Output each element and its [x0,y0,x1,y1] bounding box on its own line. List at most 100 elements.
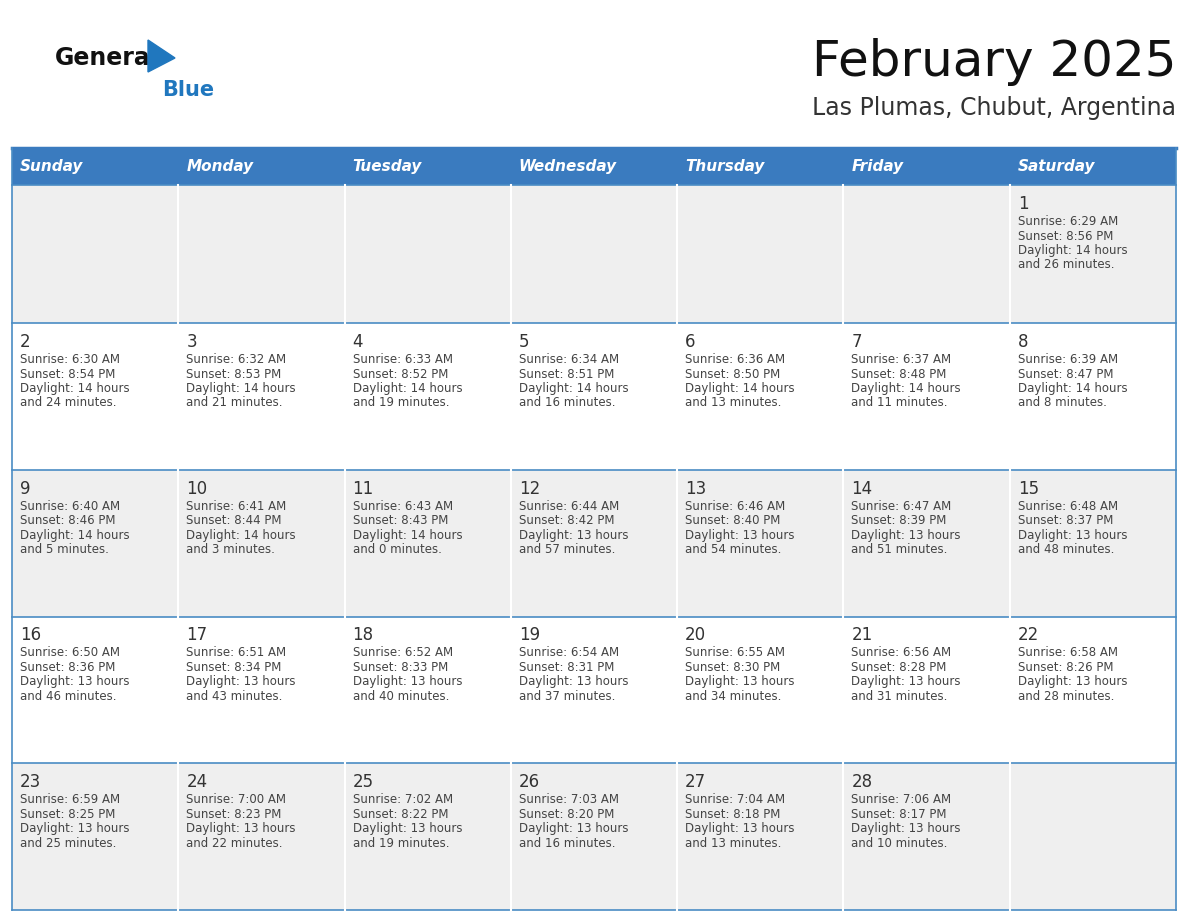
Text: and 10 minutes.: and 10 minutes. [852,836,948,850]
Text: and 16 minutes.: and 16 minutes. [519,836,615,850]
Text: Sunset: 8:46 PM: Sunset: 8:46 PM [20,514,115,527]
Text: Daylight: 13 hours: Daylight: 13 hours [187,676,296,688]
Bar [178,148,345,185]
Text: 5: 5 [519,333,530,351]
Text: Sunrise: 7:02 AM: Sunrise: 7:02 AM [353,793,453,806]
Text: Sunrise: 6:55 AM: Sunrise: 6:55 AM [685,646,785,659]
Bar [178,470,345,617]
Text: Daylight: 13 hours: Daylight: 13 hours [852,529,961,542]
Text: Daylight: 13 hours: Daylight: 13 hours [1018,529,1127,542]
Text: Daylight: 13 hours: Daylight: 13 hours [685,676,795,688]
Text: 16: 16 [20,626,42,644]
Bar [345,470,511,617]
Bar [345,185,511,323]
Text: Sunset: 8:50 PM: Sunset: 8:50 PM [685,367,781,380]
Text: Daylight: 14 hours: Daylight: 14 hours [20,529,129,542]
Text: Sunset: 8:17 PM: Sunset: 8:17 PM [852,808,947,821]
Text: Sunset: 8:25 PM: Sunset: 8:25 PM [20,808,115,821]
Text: General: General [55,46,159,70]
Text: and 0 minutes.: and 0 minutes. [353,543,442,556]
Text: Sunrise: 7:00 AM: Sunrise: 7:00 AM [187,793,286,806]
Bar [1010,323,1176,470]
Text: Sunrise: 6:41 AM: Sunrise: 6:41 AM [187,499,286,513]
Text: and 25 minutes.: and 25 minutes. [20,836,116,850]
Bar [12,148,178,185]
Text: Sunrise: 6:50 AM: Sunrise: 6:50 AM [20,646,120,659]
Text: 18: 18 [353,626,374,644]
Text: Sunset: 8:48 PM: Sunset: 8:48 PM [852,367,947,380]
Text: Sunrise: 6:34 AM: Sunrise: 6:34 AM [519,353,619,366]
Text: 8: 8 [1018,333,1029,351]
Text: Daylight: 13 hours: Daylight: 13 hours [519,676,628,688]
Polygon shape [148,40,175,72]
Bar [1010,763,1176,910]
Text: Blue: Blue [162,80,214,100]
Text: and 13 minutes.: and 13 minutes. [685,397,782,409]
Text: 10: 10 [187,480,208,498]
Text: Sunset: 8:22 PM: Sunset: 8:22 PM [353,808,448,821]
Text: 19: 19 [519,626,541,644]
Text: and 31 minutes.: and 31 minutes. [852,690,948,703]
Text: 15: 15 [1018,480,1038,498]
Text: 6: 6 [685,333,696,351]
Text: Sunrise: 6:30 AM: Sunrise: 6:30 AM [20,353,120,366]
Text: 23: 23 [20,773,42,791]
Bar [677,323,843,470]
Bar [178,763,345,910]
Text: 24: 24 [187,773,208,791]
Text: Sunrise: 6:51 AM: Sunrise: 6:51 AM [187,646,286,659]
Bar [677,148,843,185]
Bar [12,470,178,617]
Text: Daylight: 14 hours: Daylight: 14 hours [519,382,628,395]
Text: and 46 minutes.: and 46 minutes. [20,690,116,703]
Text: and 5 minutes.: and 5 minutes. [20,543,109,556]
Text: Sunset: 8:54 PM: Sunset: 8:54 PM [20,367,115,380]
Text: Sunset: 8:18 PM: Sunset: 8:18 PM [685,808,781,821]
Text: 11: 11 [353,480,374,498]
Text: Sunrise: 6:59 AM: Sunrise: 6:59 AM [20,793,120,806]
Text: and 34 minutes.: and 34 minutes. [685,690,782,703]
Text: Sunset: 8:23 PM: Sunset: 8:23 PM [187,808,282,821]
Bar [677,617,843,763]
Bar [511,148,677,185]
Bar [178,185,345,323]
Bar [677,470,843,617]
Text: and 57 minutes.: and 57 minutes. [519,543,615,556]
Text: Sunset: 8:42 PM: Sunset: 8:42 PM [519,514,614,527]
Text: Monday: Monday [187,159,253,174]
Text: Sunrise: 6:32 AM: Sunrise: 6:32 AM [187,353,286,366]
Text: 9: 9 [20,480,31,498]
Text: Sunrise: 6:33 AM: Sunrise: 6:33 AM [353,353,453,366]
Text: and 51 minutes.: and 51 minutes. [852,543,948,556]
Text: 4: 4 [353,333,364,351]
Text: Daylight: 13 hours: Daylight: 13 hours [353,676,462,688]
Text: Wednesday: Wednesday [519,159,617,174]
Text: Daylight: 14 hours: Daylight: 14 hours [353,382,462,395]
Text: and 19 minutes.: and 19 minutes. [353,397,449,409]
Text: and 43 minutes.: and 43 minutes. [187,690,283,703]
Text: 22: 22 [1018,626,1040,644]
Text: Sunrise: 7:03 AM: Sunrise: 7:03 AM [519,793,619,806]
Text: Sunset: 8:40 PM: Sunset: 8:40 PM [685,514,781,527]
Text: Sunday: Sunday [20,159,83,174]
Bar [12,323,178,470]
Text: 1: 1 [1018,195,1029,213]
Text: Sunrise: 6:29 AM: Sunrise: 6:29 AM [1018,215,1118,228]
Text: Sunset: 8:28 PM: Sunset: 8:28 PM [852,661,947,674]
Text: 26: 26 [519,773,541,791]
Bar [1010,185,1176,323]
Bar [178,617,345,763]
Text: 3: 3 [187,333,197,351]
Text: 2: 2 [20,333,31,351]
Bar [677,185,843,323]
Text: Daylight: 14 hours: Daylight: 14 hours [852,382,961,395]
Text: Sunrise: 6:37 AM: Sunrise: 6:37 AM [852,353,952,366]
Text: Sunrise: 6:47 AM: Sunrise: 6:47 AM [852,499,952,513]
Text: and 21 minutes.: and 21 minutes. [187,397,283,409]
Text: and 22 minutes.: and 22 minutes. [187,836,283,850]
Text: Sunrise: 6:46 AM: Sunrise: 6:46 AM [685,499,785,513]
Text: Daylight: 13 hours: Daylight: 13 hours [187,823,296,835]
Text: Sunset: 8:37 PM: Sunset: 8:37 PM [1018,514,1113,527]
Text: Sunrise: 6:54 AM: Sunrise: 6:54 AM [519,646,619,659]
Text: Daylight: 14 hours: Daylight: 14 hours [353,529,462,542]
